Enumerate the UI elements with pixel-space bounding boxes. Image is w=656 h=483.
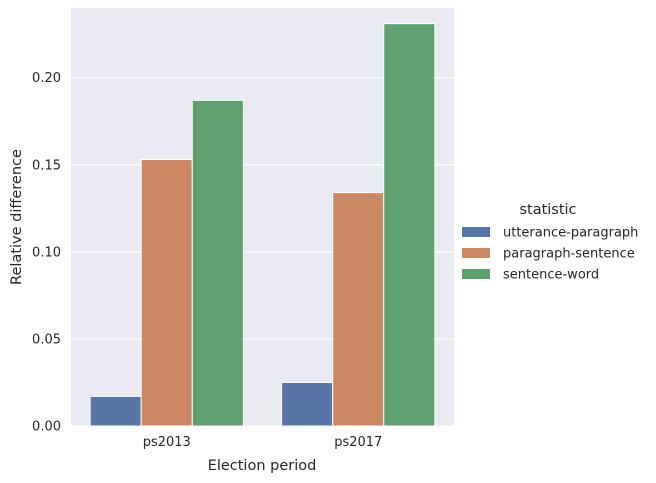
bar-paragraph-sentence-ps2013 xyxy=(140,159,193,427)
y-axis-ticks: 0.00 0.05 0.10 0.15 0.20 xyxy=(32,71,61,434)
legend-swatch-sentence-word xyxy=(462,269,490,279)
legend-title: statistic xyxy=(519,202,576,218)
bar-sentence-word-ps2017 xyxy=(383,23,436,427)
x-axis-title: Election period xyxy=(208,458,317,474)
bars xyxy=(89,23,436,427)
y-tick-label: 0.05 xyxy=(32,332,61,347)
y-axis-title: Relative difference xyxy=(9,149,25,285)
x-tick-label: ps2017 xyxy=(334,435,382,450)
legend-swatch-utterance-paragraph xyxy=(462,227,490,237)
y-tick-label: 0.10 xyxy=(32,245,61,260)
x-axis-ticks: ps2013 ps2017 xyxy=(143,435,383,450)
legend-label-utterance-paragraph: utterance-paragraph xyxy=(503,226,638,241)
legend-label-sentence-word: sentence-word xyxy=(503,268,599,283)
legend: statistic utterance-paragraph paragraph-s… xyxy=(462,202,638,283)
y-tick-label: 0.15 xyxy=(32,158,61,173)
y-tick-label: 0.00 xyxy=(32,420,61,435)
x-tick-label: ps2013 xyxy=(143,435,191,450)
bar-paragraph-sentence-ps2017 xyxy=(332,192,385,427)
bar-utterance-paragraph-ps2013 xyxy=(89,395,142,427)
legend-label-paragraph-sentence: paragraph-sentence xyxy=(503,247,635,262)
bar-utterance-paragraph-ps2017 xyxy=(281,381,334,427)
y-tick-label: 0.20 xyxy=(32,71,61,86)
bar-sentence-word-ps2013 xyxy=(191,99,244,427)
legend-swatch-paragraph-sentence xyxy=(462,248,490,258)
